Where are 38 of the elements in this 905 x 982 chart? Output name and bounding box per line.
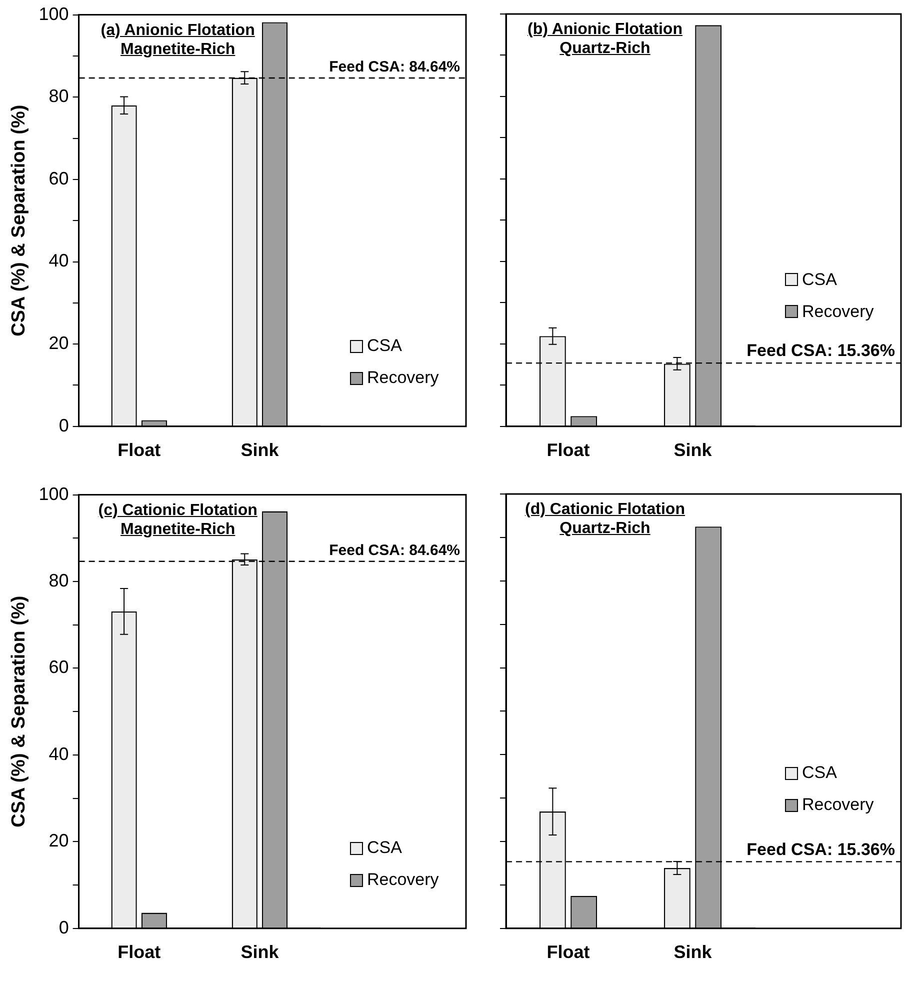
y-tick-label: 40: [48, 744, 69, 764]
y-tick-label: 60: [48, 657, 69, 678]
y-tick-label: 100: [38, 484, 69, 504]
legend-label: Recovery: [802, 795, 874, 816]
y-tick-label: 100: [38, 4, 69, 24]
legend-label: Recovery: [802, 302, 874, 322]
x-tick-label: Sink: [240, 942, 280, 962]
x-tick-label: Sink: [674, 440, 713, 460]
x-tick-label: Float: [118, 440, 161, 460]
text: (a) Anionic Flotation Magnetite-Rich: [100, 20, 256, 59]
y-axis-title: CSA (%) & Separation (%): [8, 104, 30, 336]
y-tick-label: 0: [58, 415, 69, 436]
legend-label: CSA: [367, 336, 402, 356]
y-tick-label: 80: [48, 570, 69, 590]
x-tick-label: Sink: [674, 942, 713, 962]
x-tick-label: Float: [118, 942, 161, 962]
ref-line-label: Feed CSA: 84.64%: [329, 542, 460, 560]
ref-line-label: Feed CSA: 15.36%: [746, 341, 895, 360]
y-tick-label: 80: [48, 86, 69, 106]
ref-line-label: Feed CSA: 15.36%: [746, 840, 895, 859]
x-tick-label: Float: [546, 440, 590, 460]
text: (d) Cationic Flotation Quartz-Rich: [524, 500, 686, 538]
y-tick-label: 20: [48, 333, 69, 354]
legend-label: CSA: [802, 270, 837, 290]
y-tick-label: 0: [58, 917, 69, 938]
x-tick-label: Float: [546, 942, 590, 962]
ref-line-label: Feed CSA: 84.64%: [329, 58, 460, 76]
legend-label: Recovery: [367, 368, 439, 388]
y-tick-label: 60: [48, 168, 69, 188]
y-tick-label: 40: [48, 250, 69, 271]
y-tick-label: 20: [48, 830, 69, 851]
text: (c) Cationic Flotation Magnetite-Rich: [97, 500, 258, 539]
text: (b) Anionic Flotation Quartz-Rich: [526, 20, 684, 58]
legend-label: CSA: [367, 838, 402, 858]
legend-label: CSA: [802, 763, 837, 784]
legend-label: Recovery: [367, 870, 439, 890]
x-tick-label: Sink: [240, 440, 280, 460]
y-axis-title: CSA (%) & Separation (%): [8, 596, 30, 828]
